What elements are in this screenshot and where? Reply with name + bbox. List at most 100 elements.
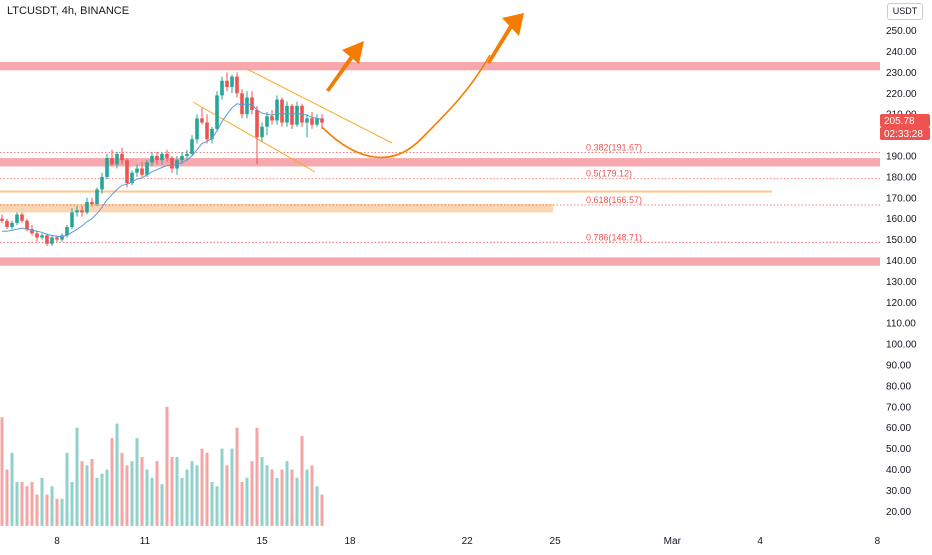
volume-bar-30: [150, 477, 154, 526]
time-tick-label: Mar: [664, 536, 682, 547]
volume-bar-49: [245, 477, 249, 526]
volume-bar-24: [120, 452, 124, 526]
candle-body-56: [280, 99, 284, 123]
volume-bar-41: [205, 452, 209, 526]
candle-body-19: [95, 189, 99, 205]
candle-body-9: [45, 235, 49, 244]
candle-body-7: [35, 233, 39, 238]
candle-body-24: [120, 153, 124, 161]
candle-body-12: [60, 235, 64, 240]
last-price-tag: 205.78 02:33:28: [880, 114, 930, 140]
volume-bar-45: [225, 465, 229, 526]
candle-body-54: [270, 116, 274, 121]
volume-bar-36: [180, 477, 184, 526]
price-axis[interactable]: 250.00240.00230.00220.00210.00200.00190.…: [886, 26, 917, 518]
candle-body-26: [130, 172, 134, 184]
volume-bar-2: [10, 452, 14, 526]
price-tick-label: 170.00: [886, 193, 917, 204]
volume-bar-40: [200, 448, 204, 526]
price-tick-label: 140.00: [886, 256, 917, 267]
volume-bar-61: [305, 469, 309, 526]
candle-body-48: [240, 93, 244, 115]
price-tick-label: 120.00: [886, 298, 917, 309]
fib-label-2: 0.618(166.57): [586, 195, 642, 205]
candle-body-1: [5, 220, 9, 228]
candle-body-28: [140, 168, 144, 175]
candle-body-37: [185, 153, 189, 156]
volume-bar-37: [185, 469, 189, 526]
time-tick-label: 8: [54, 536, 60, 547]
candle-body-47: [235, 76, 239, 94]
volume-bar-0: [0, 417, 4, 526]
volume-bar-9: [45, 494, 49, 526]
volume-bar-13: [65, 452, 69, 526]
price-tick-label: 130.00: [886, 277, 917, 288]
price-tick-label: 220.00: [886, 89, 917, 100]
channel-upper-line: [246, 68, 393, 144]
volume-bar-60: [300, 436, 304, 526]
volume-bar-21: [105, 469, 109, 526]
volume-bar-57: [285, 461, 289, 526]
fib-label-1: 0.5(179.12): [586, 169, 632, 179]
candle-body-50: [250, 97, 254, 111]
candle-body-39: [195, 118, 199, 140]
volume-bar-11: [55, 498, 59, 526]
price-tick-label: 80.00: [886, 381, 911, 392]
candle-body-40: [200, 118, 204, 123]
arrow-up-long-icon: [487, 13, 524, 64]
candle-body-21: [105, 158, 109, 177]
candle-body-38: [190, 139, 194, 154]
candle-body-31: [155, 156, 159, 161]
price-tick-label: 70.00: [886, 402, 911, 413]
candle-body-27: [135, 168, 139, 173]
candle-body-30: [150, 156, 154, 163]
volume-bar-54: [270, 469, 274, 526]
volume-bar-19: [95, 477, 99, 526]
volume-layer: [0, 406, 324, 526]
time-axis[interactable]: 8 11 15 18 22 25 Mar 4 8: [54, 536, 880, 547]
candle-body-15: [75, 210, 79, 213]
volume-bar-58: [290, 469, 294, 526]
volume-bar-35: [175, 456, 179, 526]
candle-body-29: [145, 162, 149, 175]
volume-bar-1: [5, 469, 9, 526]
candle-body-8: [40, 235, 44, 238]
time-tick-label: 8: [875, 536, 881, 547]
candle-body-4: [20, 214, 24, 221]
volume-bar-29: [145, 469, 149, 526]
candle-body-45: [225, 80, 229, 88]
candle-body-59: [295, 105, 299, 125]
candle-body-51: [255, 110, 259, 138]
projection-layer: [321, 13, 524, 159]
candle-body-16: [80, 210, 84, 213]
candle-body-53: [265, 116, 269, 127]
price-tick-label: 180.00: [886, 172, 917, 183]
volume-bar-50: [250, 461, 254, 526]
volume-bar-48: [240, 482, 244, 526]
candle-body-11: [55, 237, 59, 240]
volume-bar-38: [190, 461, 194, 526]
volume-bar-33: [165, 406, 169, 526]
volume-bar-44: [220, 448, 224, 526]
price-tick-label: 150.00: [886, 235, 917, 246]
volume-bar-47: [235, 427, 239, 526]
zone-0: [0, 61, 880, 71]
price-tick-label: 230.00: [886, 68, 917, 79]
volume-bar-64: [320, 494, 324, 526]
volume-bar-34: [170, 456, 174, 526]
volume-bar-46: [230, 448, 234, 526]
fib-levels-layer: 0.382(191.67) 0.5(179.12) 0.618(166.57) 0.7…: [0, 143, 880, 243]
candle-body-5: [25, 220, 29, 230]
candle-body-49: [245, 97, 249, 115]
volume-bar-18: [90, 459, 94, 526]
candle-body-17: [85, 201, 89, 213]
candle-body-44: [220, 80, 224, 96]
currency-badge[interactable]: USDT: [887, 3, 923, 20]
candle-body-41: [205, 122, 209, 140]
price-tick-label: 50.00: [886, 444, 911, 455]
time-tick-label: 11: [140, 536, 151, 547]
price-tick-label: 20.00: [886, 507, 911, 518]
volume-bar-63: [315, 486, 319, 526]
